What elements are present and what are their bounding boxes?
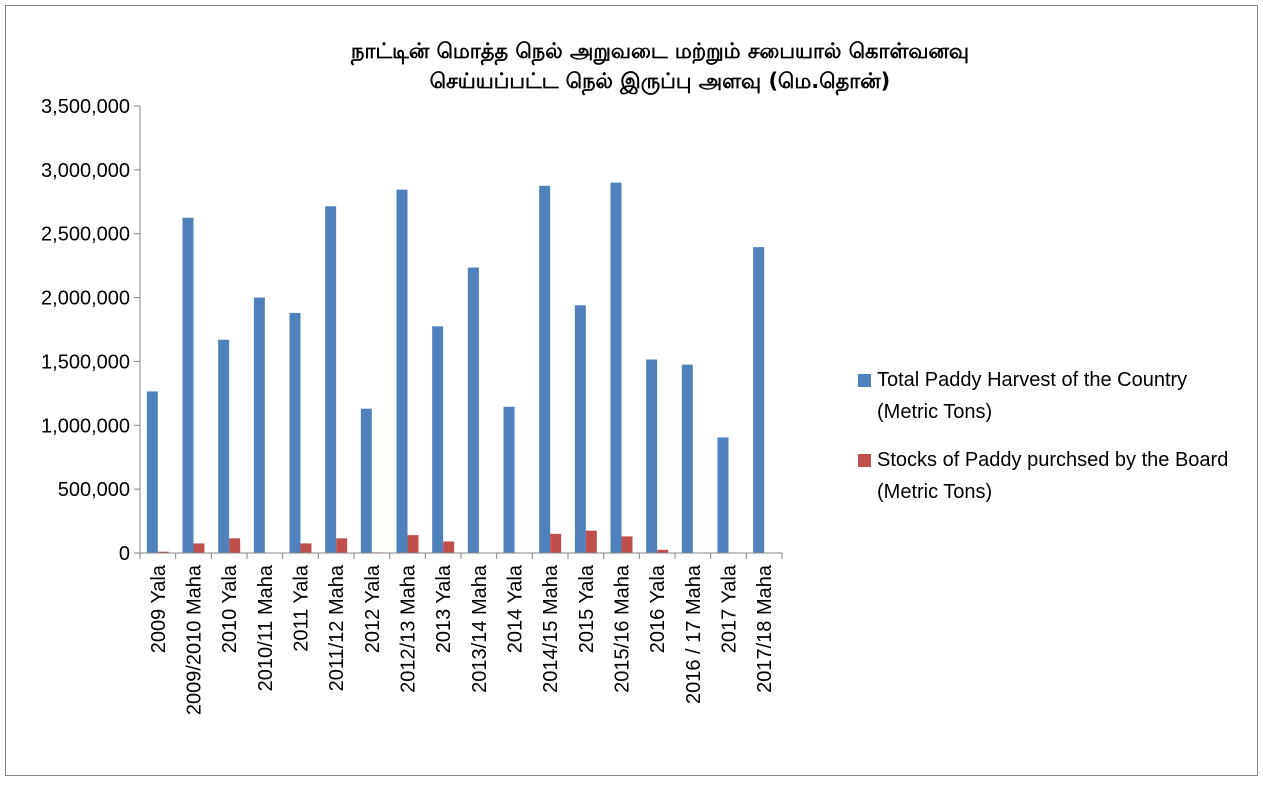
bar: [396, 189, 408, 553]
bar: [753, 247, 765, 554]
bar: [146, 391, 158, 553]
x-tick-label: 2015/16 Maha: [612, 564, 634, 693]
bar: [574, 305, 586, 553]
bar: [432, 326, 444, 553]
bar: [467, 267, 479, 553]
bar: [336, 538, 348, 553]
bar: [610, 182, 622, 553]
legend-item: Total Paddy Harvest of the Country (Metr…: [858, 364, 1238, 428]
y-tick-label: 3,500,000: [41, 96, 130, 118]
bar: [253, 297, 265, 553]
legend-item: Stocks of Paddy purchsed by the Board (M…: [858, 444, 1238, 508]
bar: [681, 364, 693, 553]
bar: [585, 530, 597, 553]
y-tick-label: 0: [119, 543, 130, 565]
x-tick-label: 2013 Yala: [433, 564, 455, 653]
bar: [193, 543, 205, 553]
x-tick-label: 2013/14 Maha: [469, 564, 491, 693]
bar: [646, 359, 658, 553]
x-tick-label: 2016 Yala: [647, 564, 669, 653]
bar: [300, 543, 312, 553]
x-tick-label: 2016 / 17 Maha: [683, 564, 705, 704]
x-tick-label: 2009 Yala: [148, 564, 170, 653]
legend-label: Total Paddy Harvest of the Country (Metr…: [877, 369, 1188, 423]
y-tick-label: 2,000,000: [41, 288, 130, 310]
y-tick-label: 2,500,000: [41, 224, 130, 246]
legend-swatch: [858, 374, 871, 387]
x-tick-label: 2011/12 Maha: [326, 564, 348, 691]
y-tick-label: 1,000,000: [41, 415, 130, 437]
bar: [157, 551, 169, 553]
x-tick-label: 2011 Yala: [291, 564, 313, 652]
bar: [503, 406, 515, 553]
bar: [621, 536, 633, 553]
y-tick-label: 500,000: [58, 479, 130, 501]
x-tick-label: 2010 Yala: [219, 564, 241, 653]
x-tick-label: 2014/15 Maha: [540, 564, 562, 693]
x-tick-label: 2012 Yala: [362, 564, 384, 653]
bar: [717, 437, 729, 553]
y-tick-label: 1,500,000: [41, 351, 130, 373]
bar: [407, 535, 419, 553]
x-tick-label: 2017 Yala: [719, 564, 741, 653]
x-tick-label: 2015 Yala: [576, 564, 598, 653]
x-tick-label: 2010/11 Maha: [255, 564, 277, 691]
chart-border: [5, 5, 1258, 776]
bar: [289, 312, 301, 553]
x-tick-label: 2017/18 Maha: [754, 564, 776, 693]
legend-swatch: [858, 454, 871, 467]
bar: [550, 533, 562, 553]
bar: [443, 541, 455, 553]
legend-label: Stocks of Paddy purchsed by the Board (M…: [877, 449, 1229, 503]
chart-title: செய்யப்பட்ட நெல் இருப்பு அளவு (மெ.தொன்): [430, 69, 890, 96]
bar: [182, 217, 194, 553]
x-tick-label: 2014 Yala: [505, 564, 527, 653]
chart-title: நாட்டின் மொத்த நெல் அறுவடை மற்றும் சபையா…: [350, 39, 969, 66]
y-tick-label: 3,000,000: [41, 160, 130, 182]
bar: [229, 538, 241, 553]
bar: [218, 339, 230, 553]
bar: [360, 408, 372, 553]
bar: [325, 206, 337, 553]
bar: [539, 185, 551, 554]
bar: [657, 549, 669, 553]
x-tick-label: 2009/2010 Maha: [184, 564, 206, 715]
x-tick-label: 2012/13 Maha: [398, 564, 420, 693]
